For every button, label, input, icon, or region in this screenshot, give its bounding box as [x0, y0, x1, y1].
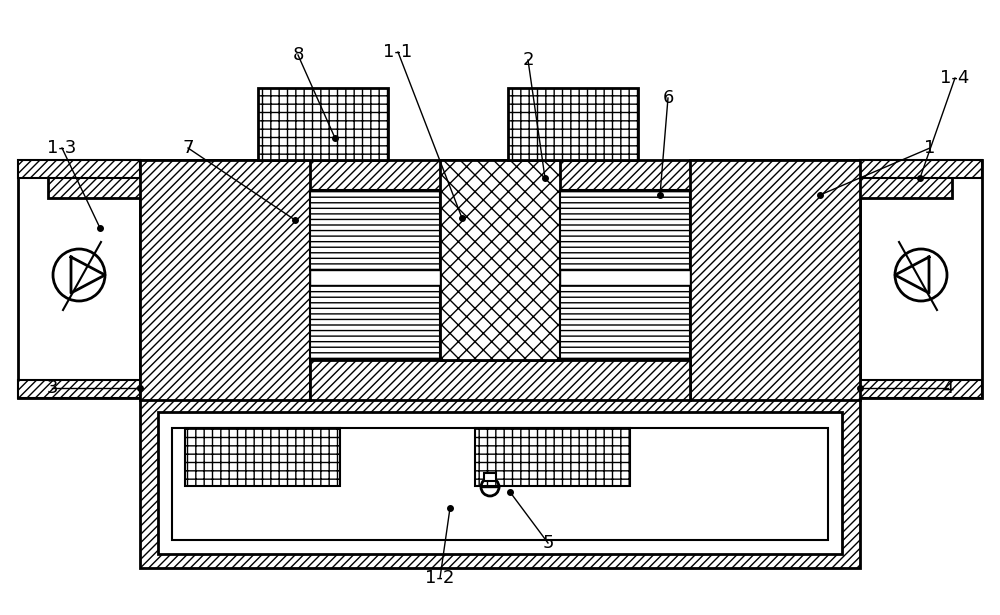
- Bar: [185, 428, 340, 486]
- Bar: [560, 270, 690, 285]
- Bar: [18, 160, 140, 178]
- Bar: [860, 160, 982, 178]
- Bar: [172, 428, 828, 540]
- Bar: [860, 380, 982, 398]
- Bar: [860, 160, 982, 398]
- Text: 1-2: 1-2: [425, 569, 455, 587]
- Text: 6: 6: [662, 89, 674, 107]
- Text: 1-3: 1-3: [47, 139, 77, 157]
- Bar: [440, 160, 560, 360]
- Text: 3: 3: [46, 379, 58, 397]
- Bar: [508, 88, 638, 160]
- Text: 1: 1: [924, 139, 936, 157]
- Bar: [690, 160, 860, 400]
- Bar: [310, 360, 690, 400]
- Text: 7: 7: [182, 139, 194, 157]
- Bar: [475, 428, 630, 486]
- Bar: [560, 190, 690, 270]
- Bar: [258, 88, 388, 160]
- Bar: [310, 190, 440, 270]
- Text: 5: 5: [542, 534, 554, 552]
- Bar: [310, 270, 440, 285]
- Bar: [48, 160, 952, 198]
- Bar: [18, 160, 140, 398]
- Text: 1-1: 1-1: [383, 43, 413, 61]
- Text: 8: 8: [292, 46, 304, 64]
- Bar: [484, 473, 496, 481]
- Bar: [158, 412, 842, 554]
- Bar: [560, 285, 690, 360]
- Text: 1-4: 1-4: [940, 69, 970, 87]
- Bar: [140, 398, 860, 568]
- Bar: [140, 160, 310, 400]
- Bar: [310, 285, 440, 360]
- Text: 2: 2: [522, 51, 534, 69]
- Text: 4: 4: [942, 379, 954, 397]
- Bar: [18, 380, 140, 398]
